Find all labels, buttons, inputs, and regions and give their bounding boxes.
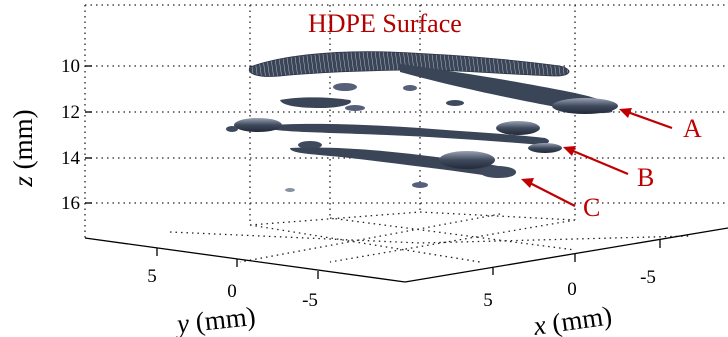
annotation-arrow-a <box>621 108 673 130</box>
surface-row-4 <box>290 147 516 178</box>
z-axis-label-var: z <box>8 176 38 188</box>
x-tick-labels: 5 0 -5 <box>483 267 656 311</box>
surface-point-cloud <box>226 51 618 192</box>
surface-row-2 <box>280 97 351 108</box>
y-tick-label-0: 0 <box>227 281 237 302</box>
surface-band-top <box>248 51 570 77</box>
surface-blob-low-4 <box>285 188 295 192</box>
axis-frame <box>84 65 728 283</box>
surface-band-top-tail <box>400 64 613 114</box>
annotation-label-b: B <box>637 163 654 192</box>
z-tick-label-10: 10 <box>61 56 80 77</box>
y-tick-label-m5: -5 <box>302 290 318 311</box>
grid-lines <box>84 4 728 263</box>
z-axis-label: z (mm) <box>8 109 38 187</box>
floor-grid-3 <box>249 224 481 263</box>
annotation-arrowhead-a <box>619 108 632 118</box>
floor-grid-6 <box>239 213 501 263</box>
surface-blob-low-3 <box>412 182 428 188</box>
floor-grid-2 <box>169 231 691 244</box>
y-tick-label-5: 5 <box>147 266 157 287</box>
surface-blob-left <box>234 118 282 132</box>
x-tick-label-5: 5 <box>483 290 493 311</box>
surface-row-3 <box>260 123 550 145</box>
surface-blob-mid-2 <box>298 141 322 149</box>
feature-b-blob <box>528 143 562 153</box>
x-axis-label-var: x <box>531 310 548 337</box>
surface-blob-right-1 <box>496 121 540 135</box>
y-axis-label-unit: (mm) <box>187 301 257 337</box>
annotation-label-a: A <box>683 114 702 143</box>
annotation-arrowhead-b <box>563 146 576 156</box>
surface-blob-small-3 <box>446 100 464 106</box>
annotation-arrow-b <box>565 146 629 176</box>
y-axis-line <box>84 237 406 283</box>
surface-blob-low-2 <box>480 166 516 178</box>
x-tick-label-0: 0 <box>567 279 577 300</box>
x-axis-label-unit: (mm) <box>544 300 614 337</box>
z-tick-label-12: 12 <box>61 102 80 123</box>
z-tick-label-16: 16 <box>61 193 80 214</box>
annotation-label-c: C <box>583 193 600 222</box>
annotation-arrow-c <box>523 179 576 207</box>
floor-grid-4 <box>329 217 576 251</box>
z-tick-label-14: 14 <box>61 148 81 169</box>
surface-blob-mid-1 <box>345 105 365 111</box>
x-tick-label-m5: -5 <box>640 267 656 288</box>
annotation-arrowhead-c <box>521 178 534 188</box>
y-axis-label: y (mm) <box>173 301 257 337</box>
chart-title: HDPE Surface <box>308 9 462 38</box>
x-axis-label: x (mm) <box>531 300 614 337</box>
z-tick-labels: 10 12 14 16 <box>61 56 81 214</box>
floor-grid-1 <box>249 211 576 226</box>
surface-blob-small-1 <box>333 83 357 91</box>
feature-a-blob <box>552 98 618 114</box>
y-tick-labels: 5 0 -5 <box>147 266 318 311</box>
surface-blob-small-2 <box>403 85 417 91</box>
surface-blob-low-1 <box>439 151 495 169</box>
z-axis-label-unit: (mm) <box>8 109 38 176</box>
annotations: A B C <box>521 108 702 222</box>
floor-grid-5 <box>329 219 576 263</box>
y-axis-label-var: y <box>173 308 191 337</box>
surface-blob-low-5 <box>226 126 238 132</box>
x-axis-line <box>404 227 728 283</box>
